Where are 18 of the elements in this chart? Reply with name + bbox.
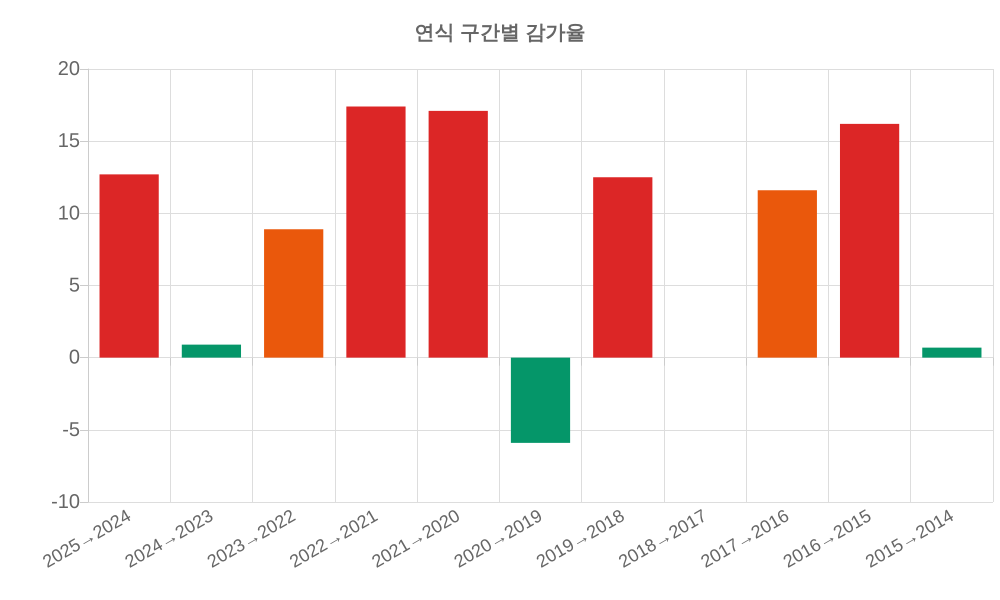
bar bbox=[840, 124, 900, 358]
y-tick-label: -10 bbox=[51, 491, 80, 513]
y-tick-label: 5 bbox=[68, 274, 80, 296]
y-tick-label: -5 bbox=[62, 418, 80, 441]
bar bbox=[346, 106, 406, 358]
y-tick-label: 20 bbox=[58, 58, 80, 80]
bar bbox=[758, 190, 817, 358]
chart-title: 연식 구간별 감가율 bbox=[414, 22, 586, 44]
bar bbox=[593, 177, 652, 358]
y-tick-label: 10 bbox=[58, 202, 80, 224]
bar bbox=[922, 348, 982, 358]
y-tick-label: 0 bbox=[68, 346, 80, 369]
bar bbox=[510, 358, 570, 443]
y-tick-label: 15 bbox=[58, 130, 80, 152]
bar bbox=[100, 174, 159, 358]
bar bbox=[264, 229, 324, 358]
bar bbox=[182, 344, 242, 358]
bar bbox=[428, 110, 488, 358]
